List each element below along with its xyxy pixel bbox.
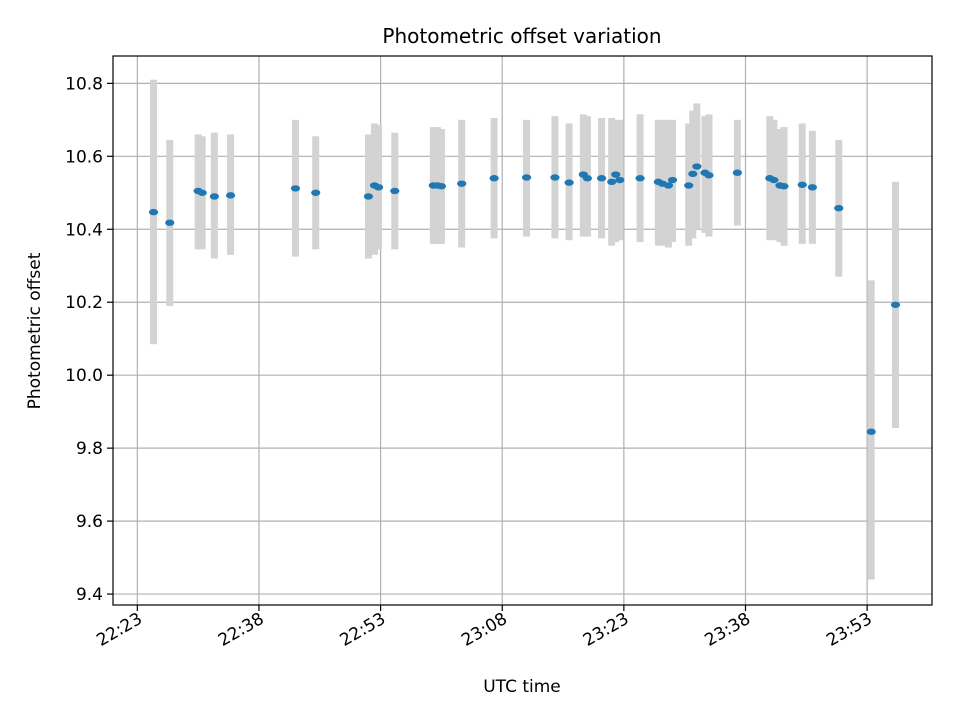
data-point (667, 176, 678, 184)
data-point (797, 181, 807, 188)
data-point (550, 174, 560, 181)
data-point (457, 180, 467, 187)
y-tick-label: 9.6 (76, 512, 103, 532)
data-point (890, 301, 901, 308)
data-point (209, 193, 219, 200)
data-point (148, 208, 159, 216)
data-point (663, 182, 674, 189)
y-tick-label: 10.2 (65, 293, 103, 313)
y-axis-label: Photometric offset (25, 252, 45, 409)
data-point (732, 169, 742, 176)
data-point (688, 170, 698, 178)
y-tick-label: 9.8 (76, 439, 103, 459)
data-point (607, 178, 617, 186)
data-point (521, 174, 532, 181)
grid (113, 56, 932, 605)
data-point (866, 428, 876, 435)
data-point (611, 171, 621, 178)
data-point (363, 193, 374, 200)
data-point (769, 176, 779, 184)
data-point (692, 163, 702, 170)
data-point (311, 189, 321, 196)
y-tick-label: 10.4 (65, 220, 103, 240)
y-tick-label: 10.8 (65, 74, 103, 94)
data-point (290, 185, 301, 192)
data-point (197, 189, 207, 196)
data-point (373, 184, 384, 191)
chart-title: Photometric offset variation (382, 24, 661, 48)
data-point (489, 175, 499, 182)
data-point (564, 179, 574, 186)
data-point (165, 219, 175, 226)
data-point (390, 187, 400, 195)
error-bar (371, 123, 379, 255)
data-point (684, 182, 694, 189)
data-point (596, 175, 607, 182)
x-axis-label: UTC time (483, 677, 561, 697)
data-point (779, 183, 789, 190)
y-tick-label: 9.4 (76, 585, 103, 605)
plot-frame (112, 55, 933, 606)
data-point (225, 192, 236, 199)
y-axis: 9.4 9.6 9.8 10.0 10.2 10.4 10.6 10.8 (65, 74, 113, 605)
data-point (582, 175, 592, 182)
data-point (436, 183, 447, 190)
y-tick-label: 10.6 (65, 147, 103, 167)
data-point (807, 184, 817, 191)
data-point (615, 176, 625, 184)
data-point (704, 172, 714, 179)
data-points (148, 163, 901, 435)
data-point (834, 204, 844, 212)
data-point (635, 175, 645, 182)
y-tick-label: 10.0 (65, 366, 103, 386)
